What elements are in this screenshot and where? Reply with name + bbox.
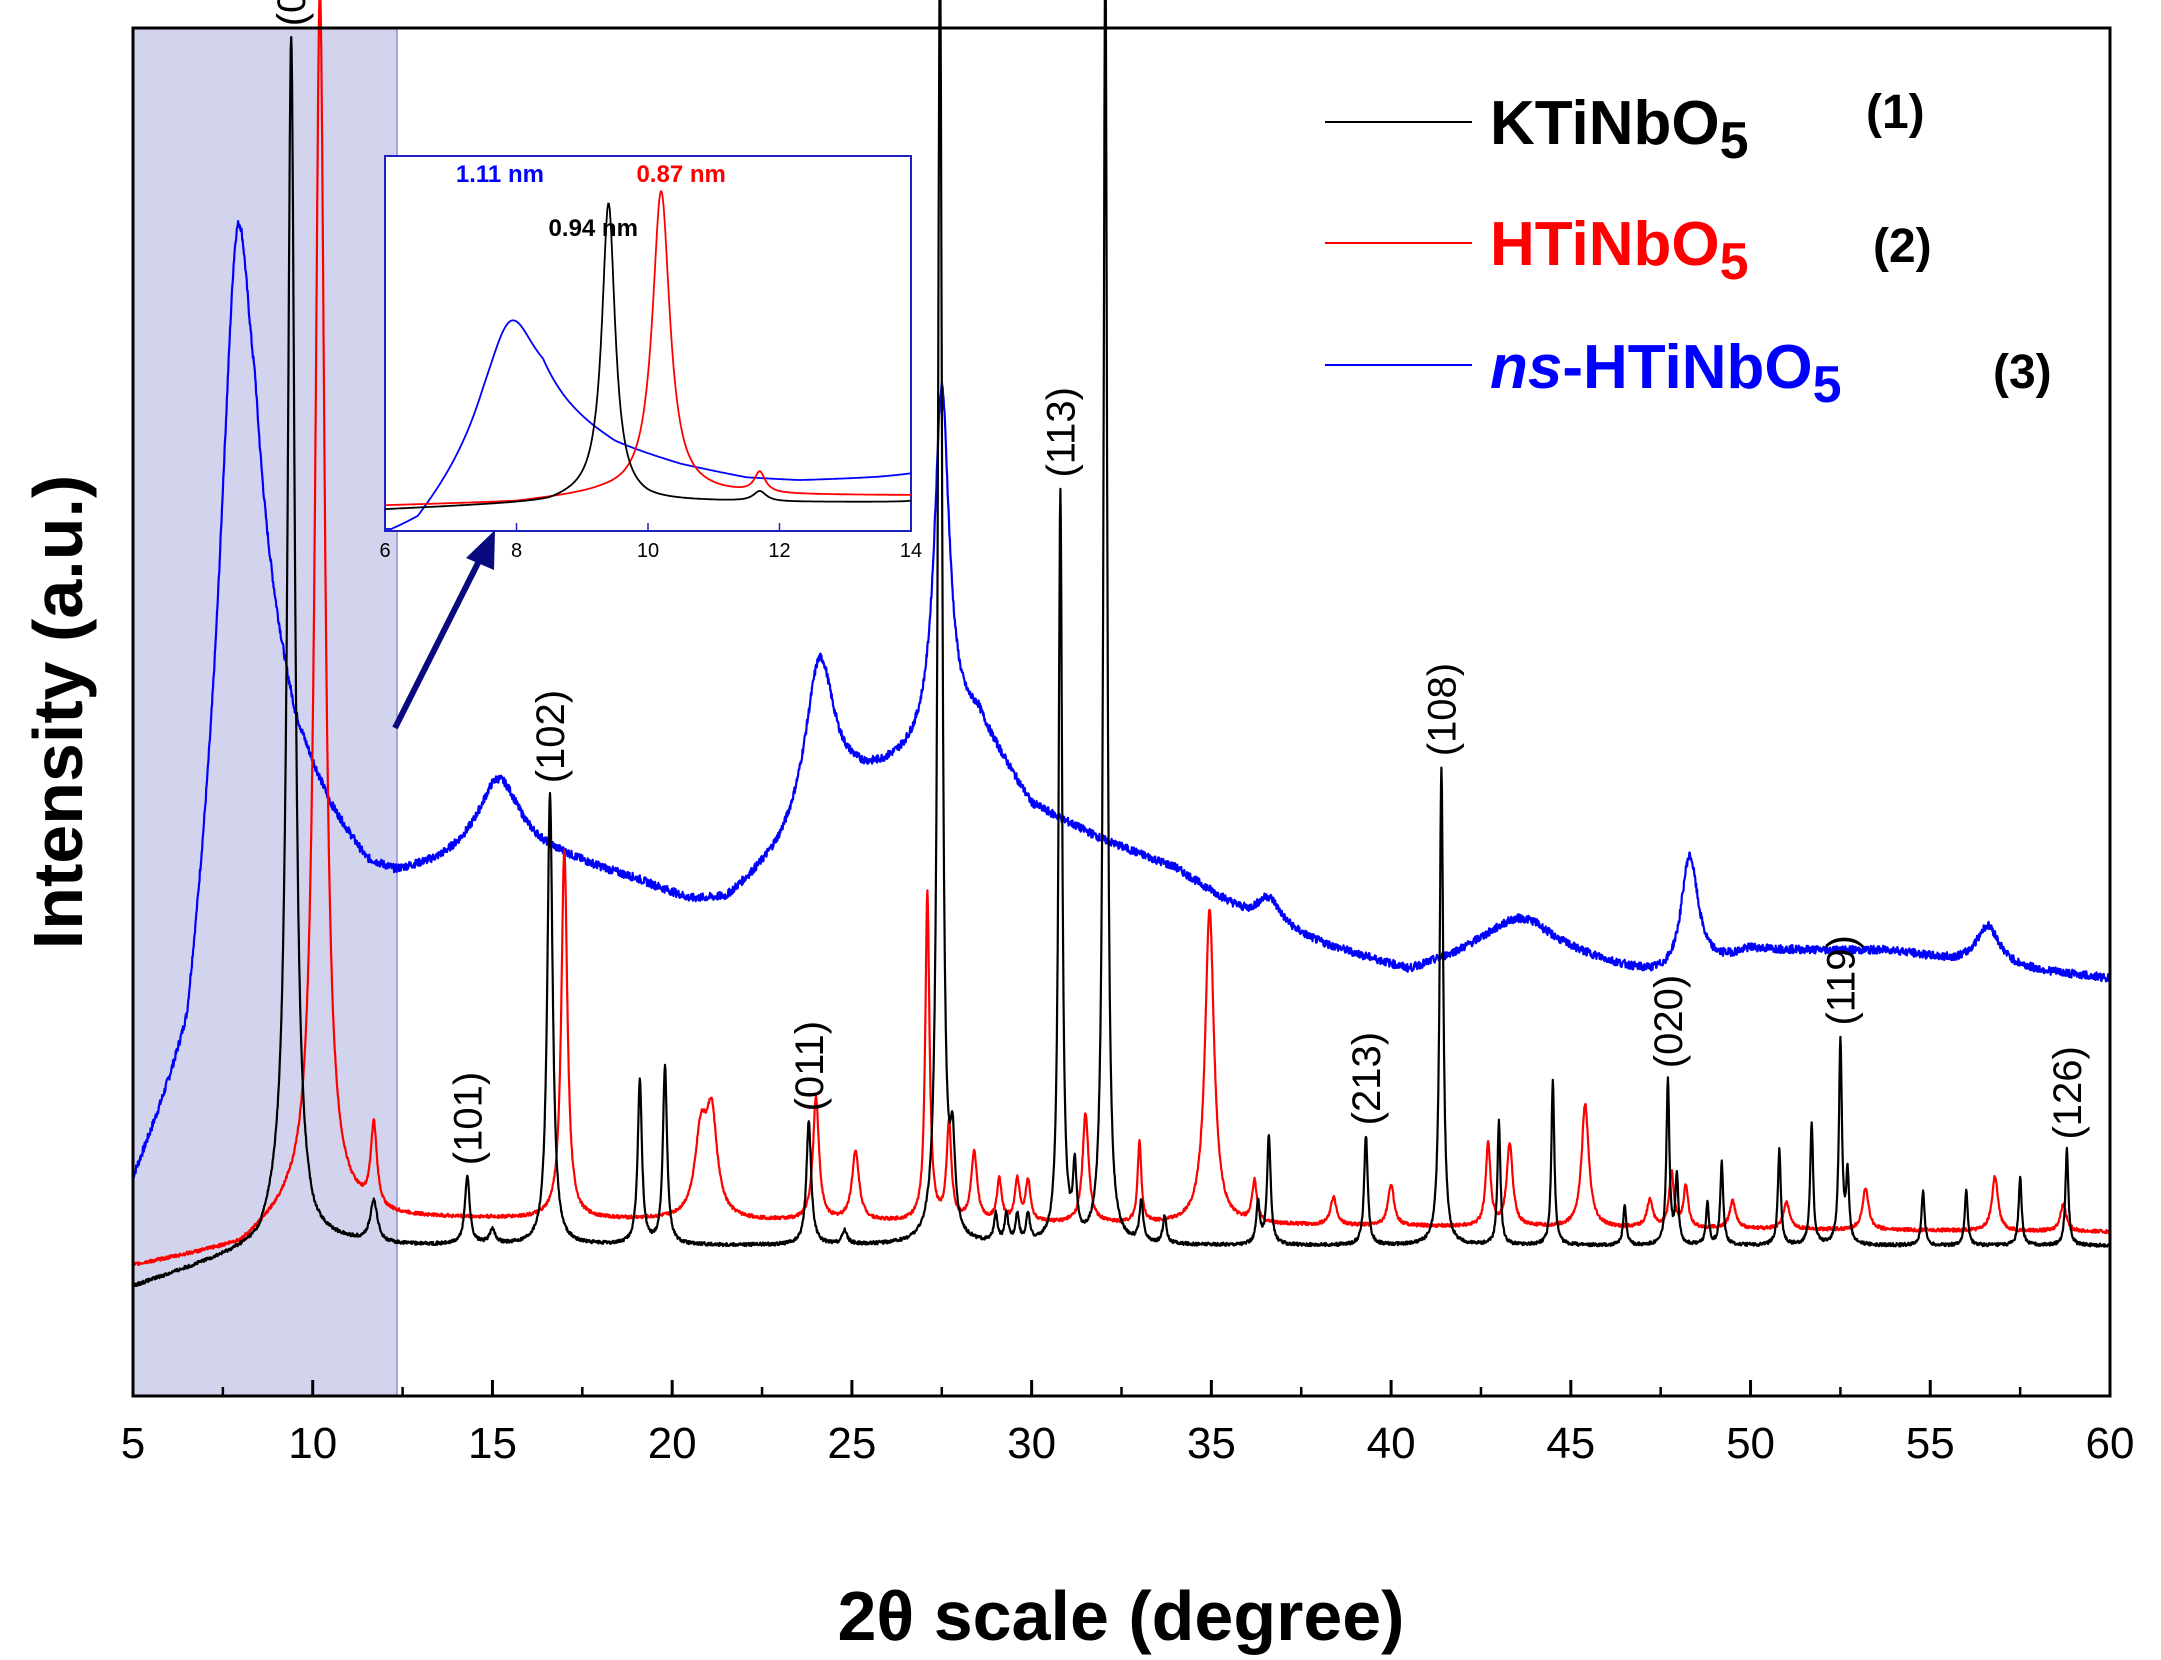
legend-subscript: 5 <box>1720 112 1749 170</box>
legend-label-ns-rest: -HTiNbO <box>1562 333 1812 402</box>
hkl-label-002: (002) <box>270 0 314 26</box>
inset-x-axis: 6 8 10 12 14 <box>379 523 922 562</box>
inset-annotation-111nm: 1.11 nm <box>456 161 544 188</box>
hkl-label-108: (108) <box>1420 663 1464 756</box>
legend-num-2: (2) <box>1873 220 1932 273</box>
x-tick-label-45: 45 <box>1546 1419 1595 1468</box>
x-tick-label-60: 60 <box>2086 1419 2135 1468</box>
inset-frame <box>384 155 912 532</box>
inset-x-tick-label-8: 8 <box>511 540 522 562</box>
legend-label-htinbo5: HTiNbO <box>1490 210 1720 279</box>
hkl-label-119: (119) <box>1819 935 1863 1025</box>
inset-annotations: 1.11 nm0.94 nm 0.87 nm <box>456 161 726 242</box>
inset-x-tick-label-10: 10 <box>637 540 659 562</box>
x-axis: 5 10 15 20 25 30 35 40 45 50 55 60 <box>121 1380 2135 1468</box>
hkl-label-102: (102) <box>529 690 573 783</box>
peak-index-labels: (002)(101)(102)(011)(200)(113)(106)(213)… <box>270 0 2090 1165</box>
x-axis-title: 2θ scale (degree) <box>837 1577 1404 1655</box>
svg-text:ns-HTiNbO5: ns-HTiNbO5 <box>1490 333 1842 414</box>
series-layer <box>131 0 2112 1288</box>
zoom-arrow <box>392 530 495 730</box>
inset-series-line-ns-htinbo5 <box>385 319 912 530</box>
legend-label-ns-sub: 5 <box>1813 356 1842 414</box>
svg-text:HTiNbO5: HTiNbO5 <box>1490 210 1749 291</box>
legend-item-htinbo5: HTiNbO5 (2) <box>1325 210 1932 291</box>
hkl-label-113: (113) <box>1039 387 1083 477</box>
hkl-label-101: (101) <box>446 1072 490 1165</box>
legend-item-ns-htinbo5: ns-HTiNbO5 (3) <box>1325 333 2052 414</box>
highlight-region <box>132 27 398 1397</box>
inset-annotation-094nm: 0.94 nm <box>549 215 638 242</box>
legend-subscript: 5 <box>1720 233 1749 291</box>
inset-chart: 6 8 10 12 14 1.11 nm0.94 nm 0.87 nm <box>379 155 922 562</box>
inset-x-tick-label-6: 6 <box>379 540 390 562</box>
hkl-label-213: (213) <box>1345 1032 1389 1125</box>
hkl-label-020: (020) <box>1647 975 1691 1068</box>
y-axis-title: Intensity (a.u.) <box>19 475 97 949</box>
inset-x-tick-label-12: 12 <box>768 540 790 562</box>
x-tick-label-10: 10 <box>288 1419 337 1468</box>
x-tick-label-5: 5 <box>121 1419 145 1468</box>
x-tick-label-15: 15 <box>468 1419 517 1468</box>
hkl-label-126: (126) <box>2046 1046 2090 1139</box>
inset-series-layer <box>385 190 912 530</box>
inset-series-line-htinbo5 <box>385 190 911 506</box>
legend-label-ns-prefix: ns <box>1490 333 1562 402</box>
legend: KTiNbO5 (1) HTiNbO5 (2) ns-HTiNbO5 (3) <box>1325 86 2052 414</box>
x-tick-label-30: 30 <box>1007 1419 1056 1468</box>
legend-label-ktinbo5: KTiNbO <box>1490 89 1720 158</box>
x-tick-label-50: 50 <box>1726 1419 1775 1468</box>
x-tick-label-55: 55 <box>1906 1419 1955 1468</box>
x-tick-label-25: 25 <box>827 1419 876 1468</box>
inset-x-tick-label-14: 14 <box>900 540 922 562</box>
inset-series-line-ktinbo5 <box>385 202 912 510</box>
legend-item-ktinbo5: KTiNbO5 (1) <box>1325 86 1925 170</box>
legend-num-3: (3) <box>1993 346 2052 399</box>
legend-num-1: (1) <box>1866 86 1925 139</box>
inset-annotation-087nm: 0.87 nm <box>636 161 725 188</box>
series-line-ns-htinbo5 <box>131 220 2112 1179</box>
x-tick-label-20: 20 <box>648 1419 697 1468</box>
series-line-ktinbo5 <box>132 0 2111 1288</box>
x-tick-label-35: 35 <box>1187 1419 1236 1468</box>
x-tick-label-40: 40 <box>1367 1419 1416 1468</box>
svg-text:KTiNbO5: KTiNbO5 <box>1490 89 1749 170</box>
hkl-label-011: (011) <box>788 1021 832 1111</box>
